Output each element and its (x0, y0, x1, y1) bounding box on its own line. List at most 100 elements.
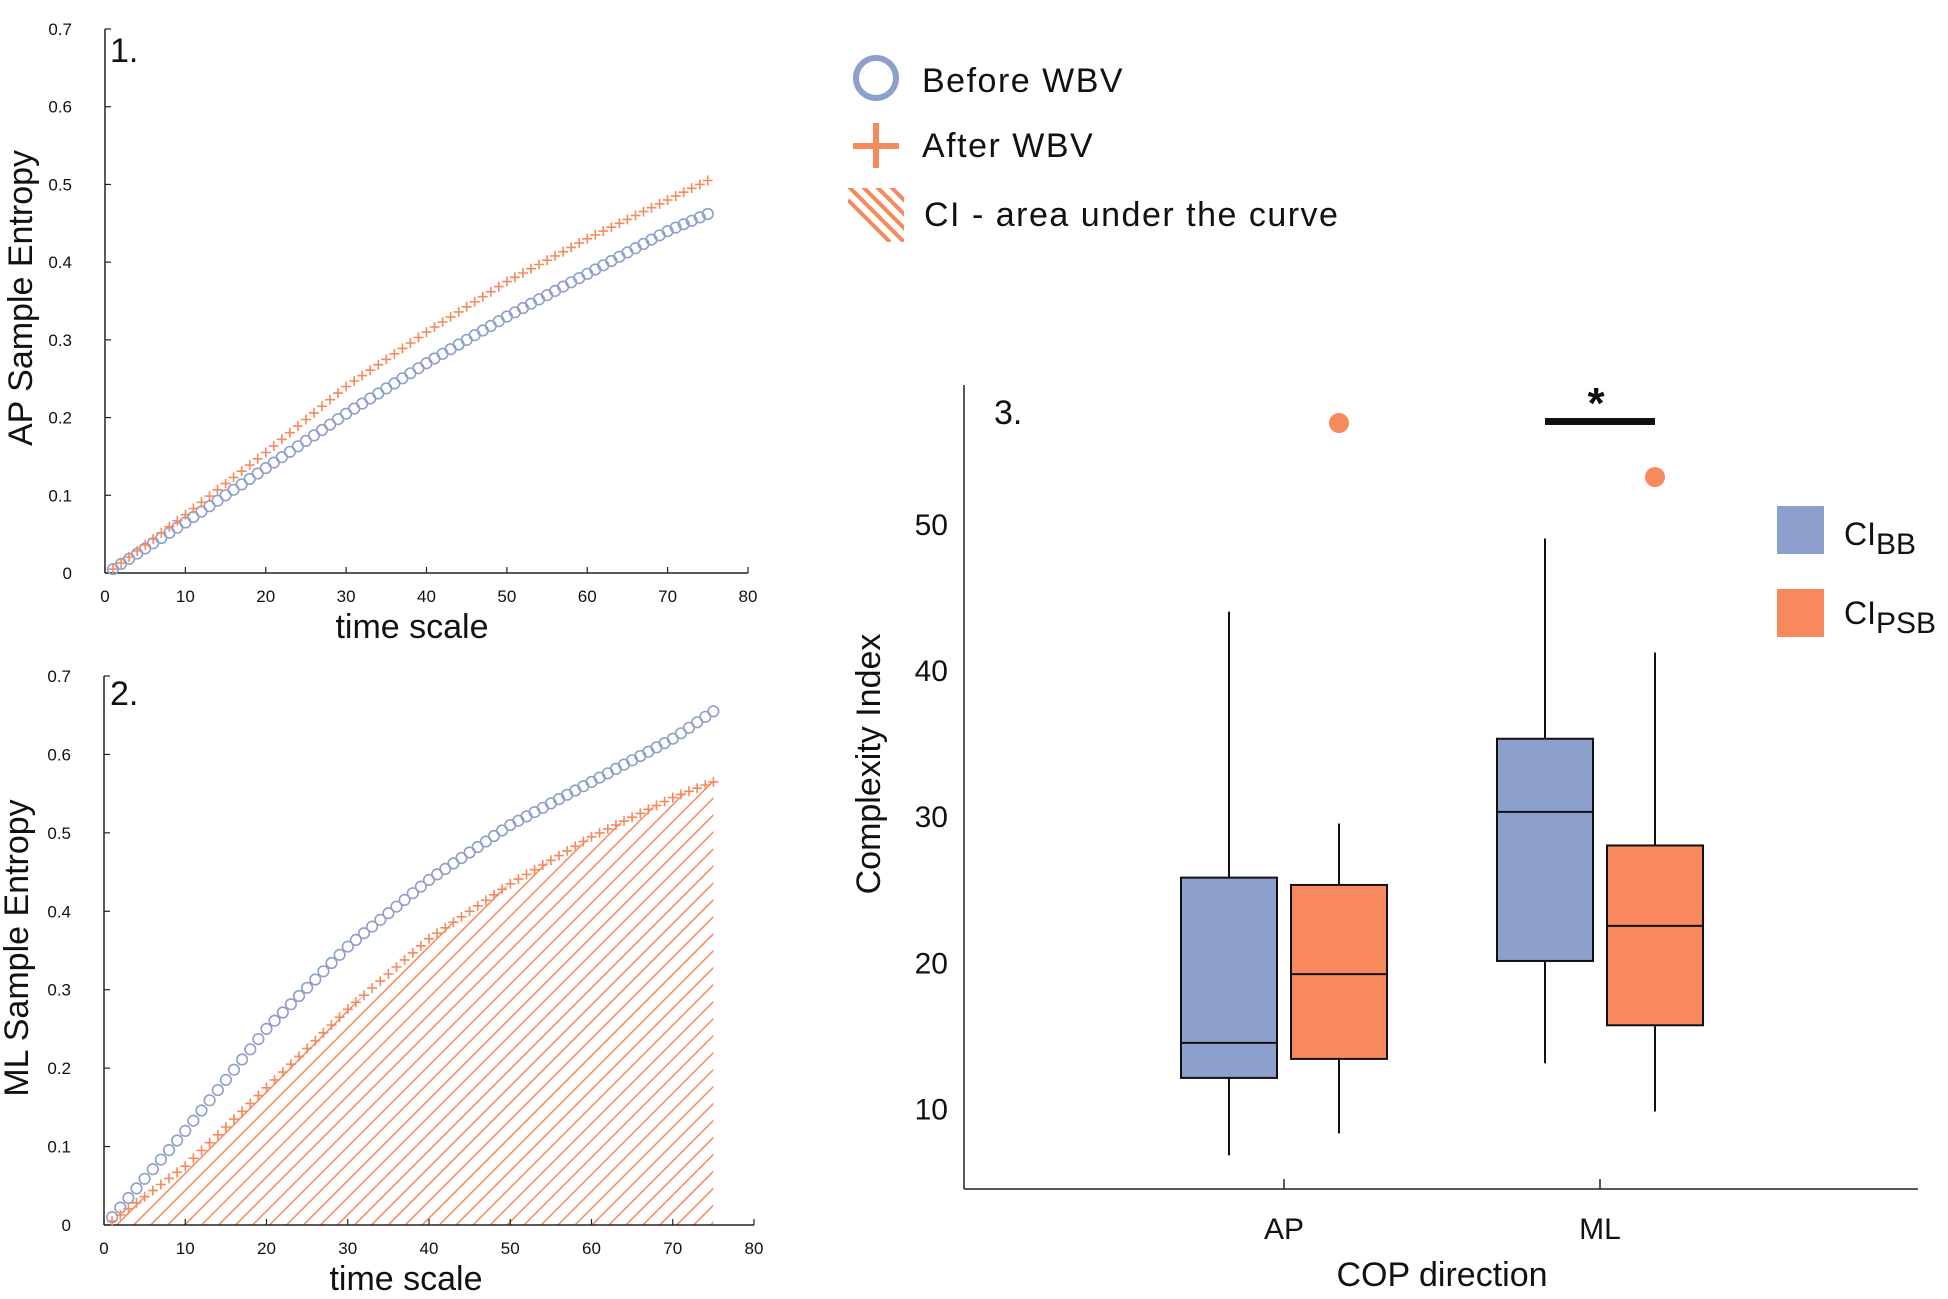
before-point (325, 956, 338, 970)
before-point (333, 948, 346, 961)
y-tick-label: 0.3 (48, 331, 72, 350)
after-point (325, 394, 335, 405)
y-tick-label: 0.7 (47, 667, 71, 686)
x-tick-label: 30 (338, 1239, 357, 1258)
panel-2-xlabel: time scale (329, 1260, 482, 1298)
after-point (570, 841, 581, 852)
before-point (609, 762, 623, 776)
after-point (300, 414, 311, 425)
panel-1-axes: 0 10 20 30 40 50 60 70 80 0 0.1 0.2 0.3 0.4 0.5 0.6 0.7 (48, 20, 757, 606)
after-point (614, 218, 625, 229)
after-point (172, 515, 183, 526)
after-point (518, 268, 528, 278)
x-tick-label: AP (1264, 1213, 1304, 1246)
before-point (436, 347, 449, 360)
after-point (172, 1167, 183, 1178)
before-point (398, 893, 411, 907)
before-point (162, 1143, 176, 1157)
box-iqr (1290, 883, 1388, 1060)
before-point (195, 1104, 208, 1117)
before-point (690, 716, 704, 729)
after-point (204, 491, 215, 502)
x-tick-label: 0 (99, 1239, 108, 1258)
box-ap-ci-psb (1290, 413, 1388, 1134)
after-point (472, 900, 483, 911)
after-point (501, 276, 512, 287)
after-point (675, 789, 686, 800)
after-point (268, 440, 279, 451)
after-point (244, 460, 255, 470)
x-tick-label: 50 (497, 587, 516, 606)
after-point (477, 291, 488, 302)
after-point (630, 210, 641, 221)
after-point (147, 1185, 158, 1196)
after-point (461, 301, 472, 312)
after-point (405, 338, 416, 348)
panel-2-marks (105, 705, 720, 1227)
y-tick-label: 0.2 (48, 409, 72, 428)
panel-1-xlabel: time scale (335, 608, 488, 646)
after-point (252, 453, 263, 464)
before-point (236, 1053, 249, 1066)
after-point (550, 250, 561, 261)
before-point (552, 792, 566, 806)
significance-asterisk: * (1587, 379, 1605, 428)
after-point (453, 306, 464, 317)
after-point (245, 1098, 256, 1109)
after-point (678, 187, 689, 198)
svg-text:CIPSB: CIPSB (1844, 595, 1936, 640)
panel-3-axes: 10 20 30 40 50 AP ML (915, 385, 1918, 1246)
x-tick-label: ML (1579, 1213, 1621, 1246)
after-point (292, 421, 303, 432)
after-point (389, 348, 400, 359)
ci-hatched-area (112, 781, 714, 1225)
panel-2-ml-sample-entropy: 0 10 20 30 40 50 60 70 8000.10.20.30.40.50.60.7 … (0, 667, 763, 1298)
after-point (448, 917, 459, 928)
before-point (577, 780, 590, 793)
panel-1-marks (106, 175, 714, 576)
panel-3-ylabel: Complexity Index (850, 634, 888, 895)
legend-label-ci: CI - area under the curve (924, 196, 1339, 234)
x-tick-label: 20 (257, 1239, 276, 1258)
after-point (619, 816, 629, 827)
after-point (445, 311, 456, 322)
before-point (179, 1124, 192, 1137)
after-point (643, 804, 654, 815)
panel-3-label: 3. (994, 394, 1022, 432)
before-point (420, 357, 433, 370)
after-point (558, 246, 569, 257)
after-point (489, 889, 499, 900)
after-point (602, 823, 613, 834)
after-point (375, 976, 386, 987)
before-point (617, 758, 631, 771)
box-ml-ci-bb (1496, 538, 1594, 1064)
after-point (116, 558, 127, 569)
before-point (693, 211, 706, 224)
panel-2-axes: 0 10 20 30 40 50 60 70 80 0 0.1 0.2 0.3 0.4 0.5 0.6 0.7 (47, 667, 763, 1258)
after-point (702, 175, 713, 186)
after-point (606, 222, 617, 233)
after-point (212, 1129, 223, 1140)
x-tick-label: 80 (739, 587, 758, 606)
before-point (585, 775, 598, 789)
before-point (406, 887, 419, 900)
before-point (154, 1153, 167, 1166)
before-point (479, 835, 493, 848)
y-tick-label: 0.7 (48, 20, 72, 39)
after-point (334, 1012, 345, 1023)
after-point (464, 906, 475, 917)
after-point (180, 1161, 191, 1172)
after-point (694, 179, 705, 190)
before-point (130, 1182, 143, 1195)
before-point (211, 1083, 224, 1097)
after-point (341, 381, 352, 392)
after-point (269, 1074, 280, 1085)
after-point (485, 286, 496, 297)
before-point (504, 818, 517, 832)
after-point (437, 317, 448, 327)
before-point (292, 989, 306, 1003)
legend-swatch-ci-bb (1777, 506, 1824, 554)
after-point (700, 780, 711, 790)
after-point (440, 922, 451, 933)
